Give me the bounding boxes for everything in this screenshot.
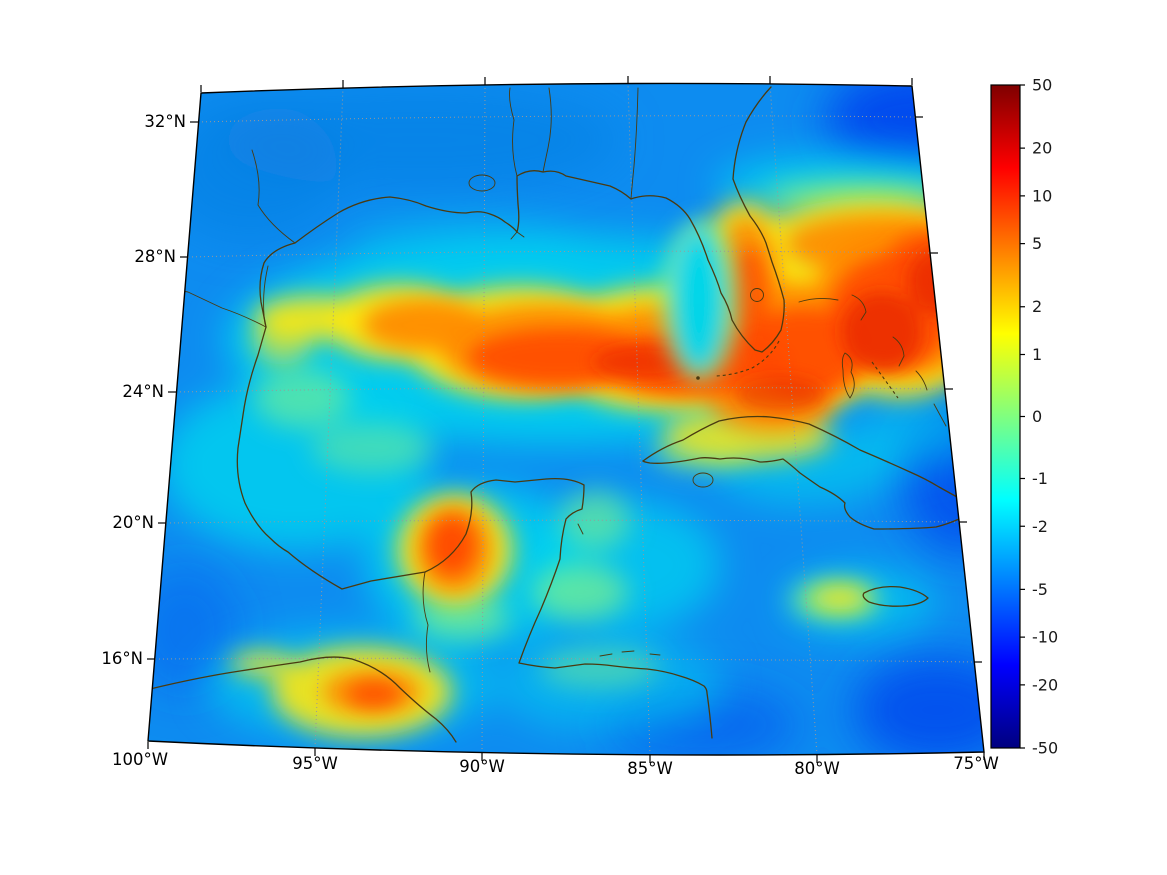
axis-ticks <box>147 76 985 763</box>
colorbar-tick-label: 0 <box>1032 407 1042 426</box>
coastlines <box>149 86 984 743</box>
river-mississippi <box>509 87 518 177</box>
colorbar-gradient <box>990 84 1021 749</box>
lat-tick-label: 32°N <box>144 112 186 131</box>
island-jamaica <box>862 585 929 607</box>
river-mobile <box>542 87 552 173</box>
coastline-pacific-mexico <box>149 656 457 743</box>
mississippi-delta-fingers <box>510 231 525 240</box>
graticule <box>154 83 975 756</box>
river-texas-1 <box>251 149 296 244</box>
river-usumacinta <box>422 571 431 673</box>
parallel-20n <box>165 519 960 524</box>
coastline-us-gulf-atlantic <box>259 86 785 353</box>
colorbar-tick-label: 5 <box>1032 234 1042 253</box>
lat-tick-label: 24°N <box>122 382 164 401</box>
heat-field <box>148 83 984 756</box>
texas-barrier-lagoon <box>263 265 269 325</box>
lake-pontchartrain <box>468 174 496 192</box>
river-apalachicola <box>630 87 639 200</box>
colorbar-tick-label: -2 <box>1032 517 1048 536</box>
coastline-cuba-north <box>642 415 958 498</box>
colorbar-tick-label: -1 <box>1032 469 1048 488</box>
map-border <box>147 82 985 756</box>
colorbar-tick-label: 2 <box>1032 297 1042 316</box>
lon-tick-label: 80°W <box>794 759 840 778</box>
colorbar-tick-label: 1 <box>1032 345 1042 364</box>
islands-bay-islands <box>599 650 661 657</box>
lake-okeechobee <box>750 288 764 302</box>
lon-tick-label: 100°W <box>112 750 168 769</box>
lon-tick-label: 90°W <box>459 757 505 776</box>
island-isla-juventud <box>692 472 714 488</box>
colorbar-tick-label: -50 <box>1032 739 1058 758</box>
colorbar-tick-label: 20 <box>1032 139 1052 158</box>
parallel-16n <box>154 657 975 663</box>
colorbar-tick-label: -20 <box>1032 675 1058 694</box>
coast-haiti-west-edge <box>965 541 984 576</box>
meridian-90w <box>481 84 486 754</box>
colorbar-tick-label: 10 <box>1032 186 1052 205</box>
lat-tick-label: 20°N <box>112 513 154 532</box>
island-cozumel <box>577 523 584 535</box>
colorbar-tick-label: -5 <box>1032 580 1048 599</box>
lon-tick-label: 75°W <box>953 754 999 773</box>
lon-tick-label: 95°W <box>292 754 338 773</box>
coastline-mexico-central-america <box>236 326 713 739</box>
colorbar-tick-label: 50 <box>1032 76 1052 95</box>
lat-tick-label: 28°N <box>134 247 176 266</box>
dry-tortugas <box>696 376 700 380</box>
florida-keys <box>715 340 780 377</box>
axis-labels: 32°N 28°N 24°N 20°N 16°N 100°W 95°W 90°W… <box>101 112 998 778</box>
coastline-cuba-south <box>642 457 960 530</box>
lon-tick-label: 85°W <box>627 759 673 778</box>
florida-cool-tongue <box>660 218 740 382</box>
lat-tick-label: 16°N <box>101 649 143 668</box>
meridian-80w <box>769 83 818 756</box>
colorbar-tick-label: -10 <box>1032 628 1058 647</box>
